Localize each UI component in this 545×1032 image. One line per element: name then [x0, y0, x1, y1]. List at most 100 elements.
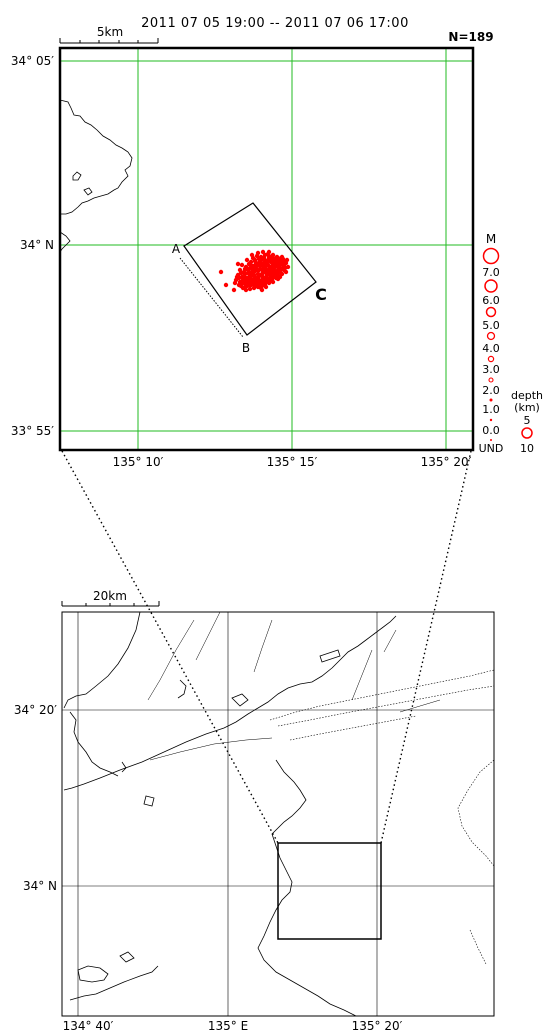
epicenter-point: [276, 265, 282, 271]
epicenter-point: [269, 266, 275, 272]
epicenter-point: [274, 254, 280, 260]
epicenter-point: [236, 282, 242, 288]
epicenter-point: [249, 263, 255, 269]
overview-target-box: [277, 842, 382, 940]
epicenter-point: [271, 271, 277, 277]
epicenter-point: [263, 284, 269, 290]
epicenter-point: [234, 274, 240, 280]
magnitude-legend-title: M: [486, 232, 496, 246]
epicenter-point: [283, 269, 289, 275]
epicenter-point: [256, 260, 262, 266]
overview-lon-label-2: 135° E: [208, 1019, 248, 1032]
epicenter-point: [258, 285, 264, 291]
detail-lat-label-1: 34° 05′: [11, 54, 54, 68]
epicenter-point: [235, 261, 241, 267]
depth-symbol-5: [521, 427, 533, 439]
detail-scale-bar: 5km: [59, 25, 159, 44]
epicenter-point: [239, 262, 245, 268]
epicenter-point: [263, 270, 269, 276]
epicenter-point: [250, 267, 256, 273]
mag-symbol-6: [484, 279, 498, 293]
epicenter-point: [260, 263, 266, 269]
epicenter-point: [244, 257, 250, 263]
mag-label-0: 0.0: [482, 424, 500, 437]
mag-symbol-5: [485, 306, 497, 318]
epicenter-point: [246, 269, 252, 275]
epicenter-point: [252, 257, 258, 263]
overview-lat-label-2: 34° N: [23, 879, 57, 893]
overview-lon-label-3: 135° 20′: [352, 1019, 403, 1032]
epicenter-point: [281, 263, 287, 269]
epicenter-point: [259, 271, 265, 277]
epicenter-point: [248, 282, 254, 288]
mag-label-5: 5.0: [482, 319, 500, 332]
detail-lon-label-2: 135° 15′: [267, 455, 318, 469]
epicenter-point: [284, 257, 290, 263]
mag-label-2: 2.0: [482, 384, 500, 397]
epicenter-point: [276, 269, 282, 275]
section-label-a: A: [172, 242, 181, 256]
overview-scale-bar: 20km: [61, 589, 160, 607]
epicenter-point: [250, 278, 256, 284]
mag-symbol-3: [487, 355, 495, 363]
detail-coastline: [59, 99, 133, 253]
epicenters: [218, 249, 291, 293]
mag-symbol-7: [482, 247, 500, 265]
epicenter-point: [268, 256, 274, 262]
epicenter-point: [232, 280, 238, 286]
depth-legend: depth (km) 5 10: [511, 389, 543, 455]
section-label-c: C: [315, 285, 327, 304]
overview-faults: [147, 611, 441, 761]
zoom-connector-lines: [61, 450, 472, 844]
mag-symbol-2: [488, 377, 494, 383]
mag-label-4: 4.0: [482, 342, 500, 355]
epicenter-point: [242, 271, 248, 277]
detail-scale-label: 5km: [97, 25, 123, 39]
depth-legend-unit: (km): [514, 401, 540, 414]
depth-label-10: 10: [520, 442, 534, 455]
overview-lon-label-1: 134° 40′: [63, 1019, 114, 1032]
epicenter-point: [268, 277, 274, 283]
overview-map-frame: [61, 611, 495, 1017]
epicenter-point: [231, 287, 237, 293]
mag-symbol-0: [489, 418, 493, 422]
epicenter-point: [240, 285, 246, 291]
mag-label-und: UND: [479, 442, 504, 455]
detail-lat-label-2: 34° N: [20, 238, 54, 252]
mag-label-6: 6.0: [482, 294, 500, 307]
depth-legend-title: depth: [511, 389, 543, 402]
epicenter-point: [264, 260, 270, 266]
overview-grid: [62, 612, 494, 1016]
epicenter-point: [275, 276, 281, 282]
overview-lat-label-1: 34° 20′: [14, 703, 57, 717]
mag-symbol-und: [490, 439, 492, 441]
epicenter-point: [254, 253, 260, 259]
detail-grid: [60, 48, 473, 450]
magnitude-legend: M 7.0 6.0 5.0 4.0 3.0 2.0 1.0 0.0 UND: [479, 232, 504, 455]
detail-lon-label-1: 135° 10′: [113, 455, 164, 469]
overview-coastline: [63, 611, 397, 1017]
epicenter-point: [247, 286, 253, 292]
epicenter-point: [218, 269, 224, 275]
overview-dotted-faults: [269, 669, 495, 965]
period-title: 2011 07 05 19:00 -- 2011 07 06 17:00: [141, 16, 409, 31]
epicenter-point: [238, 270, 244, 276]
epicenter-point: [285, 264, 291, 270]
depth-label-5: 5: [524, 414, 531, 427]
detail-map: A B C: [58, 46, 475, 452]
epicenter-point: [267, 272, 273, 278]
epicenter-point: [254, 282, 260, 288]
detail-lat-label-3: 33° 55′: [11, 424, 54, 438]
mag-label-1: 1.0: [482, 403, 500, 416]
mag-symbol-4: [486, 331, 496, 341]
cross-section-line: [179, 257, 244, 338]
epicenter-point: [280, 259, 286, 265]
mag-label-7: 7.0: [482, 266, 500, 279]
epicenter-point: [264, 276, 270, 282]
epicenter-point: [260, 279, 266, 285]
cross-section-box: [183, 202, 317, 336]
mag-symbol-1: [489, 398, 493, 402]
epicenter-point: [255, 275, 261, 281]
epicenter-point: [244, 283, 250, 289]
